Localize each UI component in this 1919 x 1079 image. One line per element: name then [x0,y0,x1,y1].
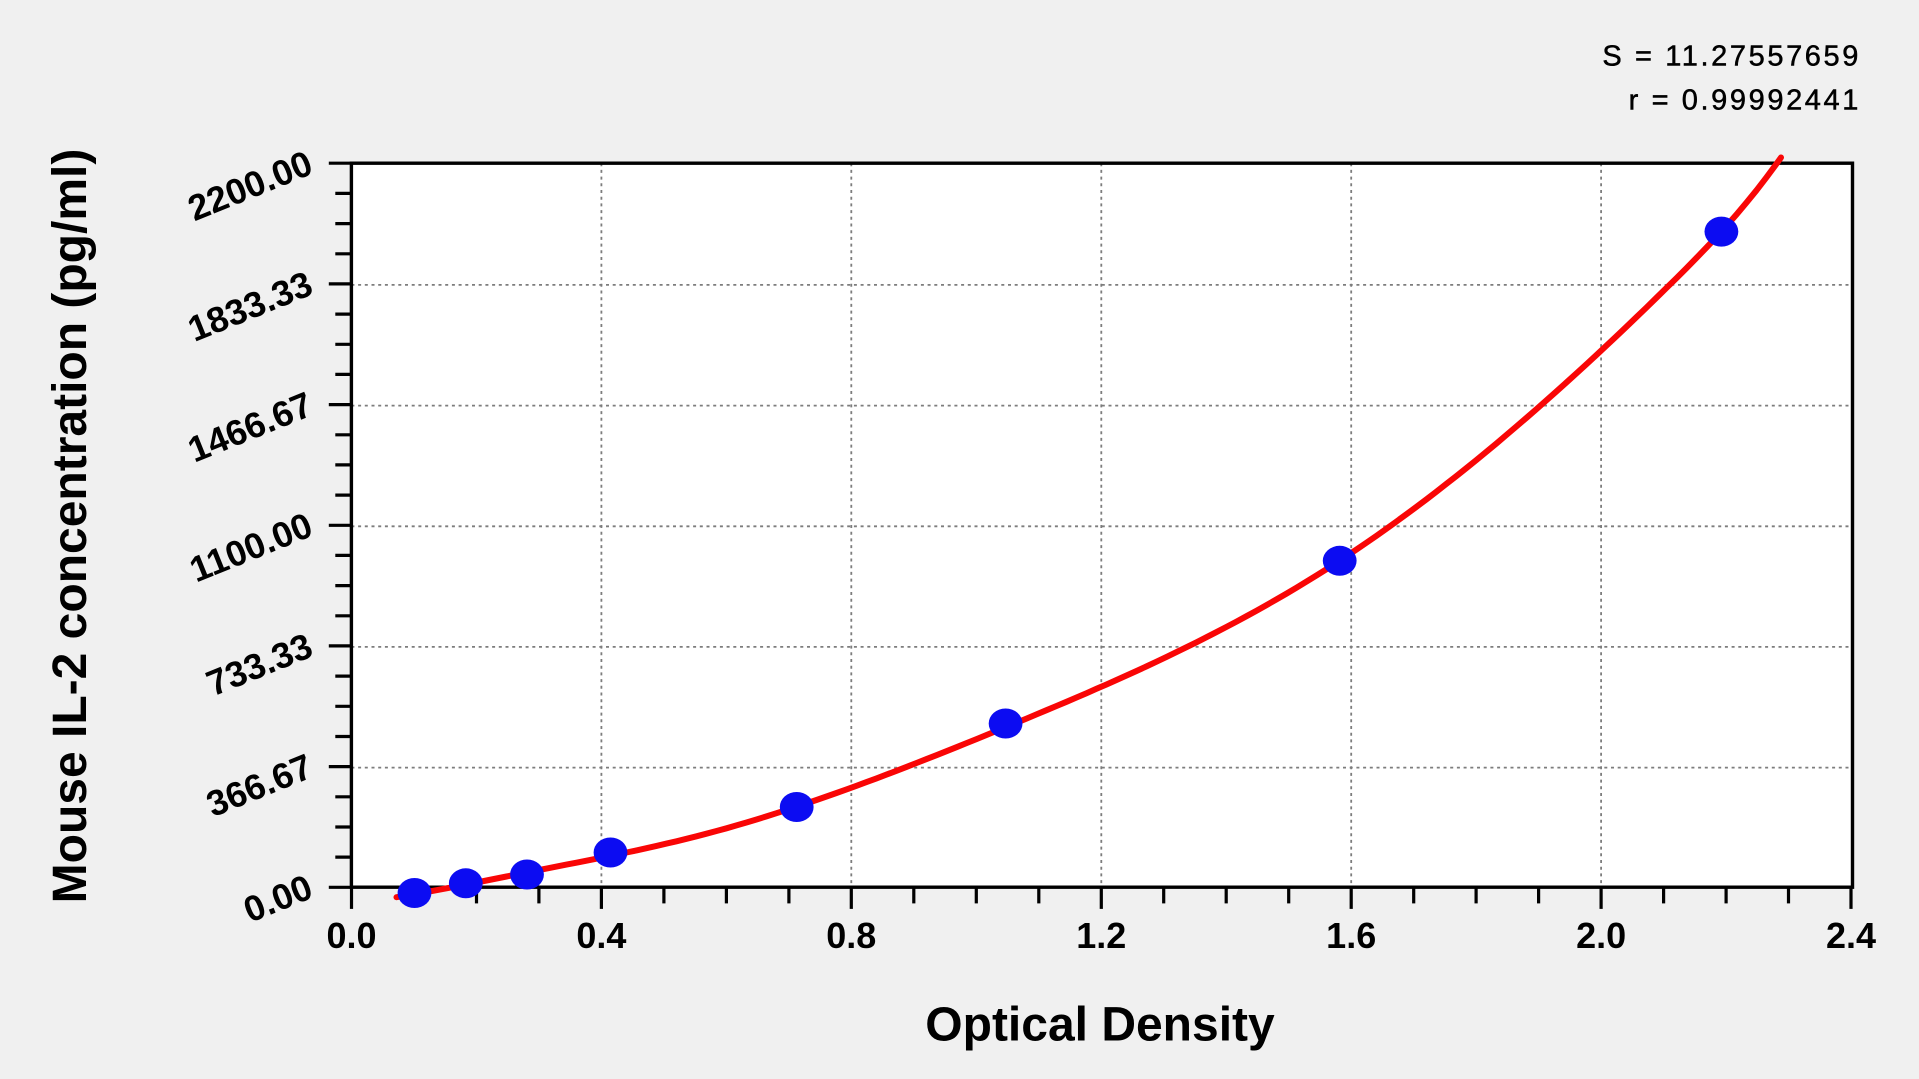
svg-text:2.4: 2.4 [1826,915,1876,956]
svg-text:0.4: 0.4 [576,915,626,956]
svg-text:r = 0.99992441: r = 0.99992441 [1629,85,1861,117]
svg-text:1.2: 1.2 [1076,915,1126,956]
svg-text:2.0: 2.0 [1576,915,1626,956]
svg-text:0.8: 0.8 [826,915,876,956]
svg-text:S = 11.27557659: S = 11.27557659 [1602,41,1861,73]
svg-text:1.6: 1.6 [1326,915,1376,956]
svg-text:0.0: 0.0 [326,915,376,956]
svg-text:Optical Density: Optical Density [925,999,1275,1052]
svg-text:Mouse IL-2 concentration (pg/m: Mouse IL-2 concentration (pg/ml) [44,149,97,904]
